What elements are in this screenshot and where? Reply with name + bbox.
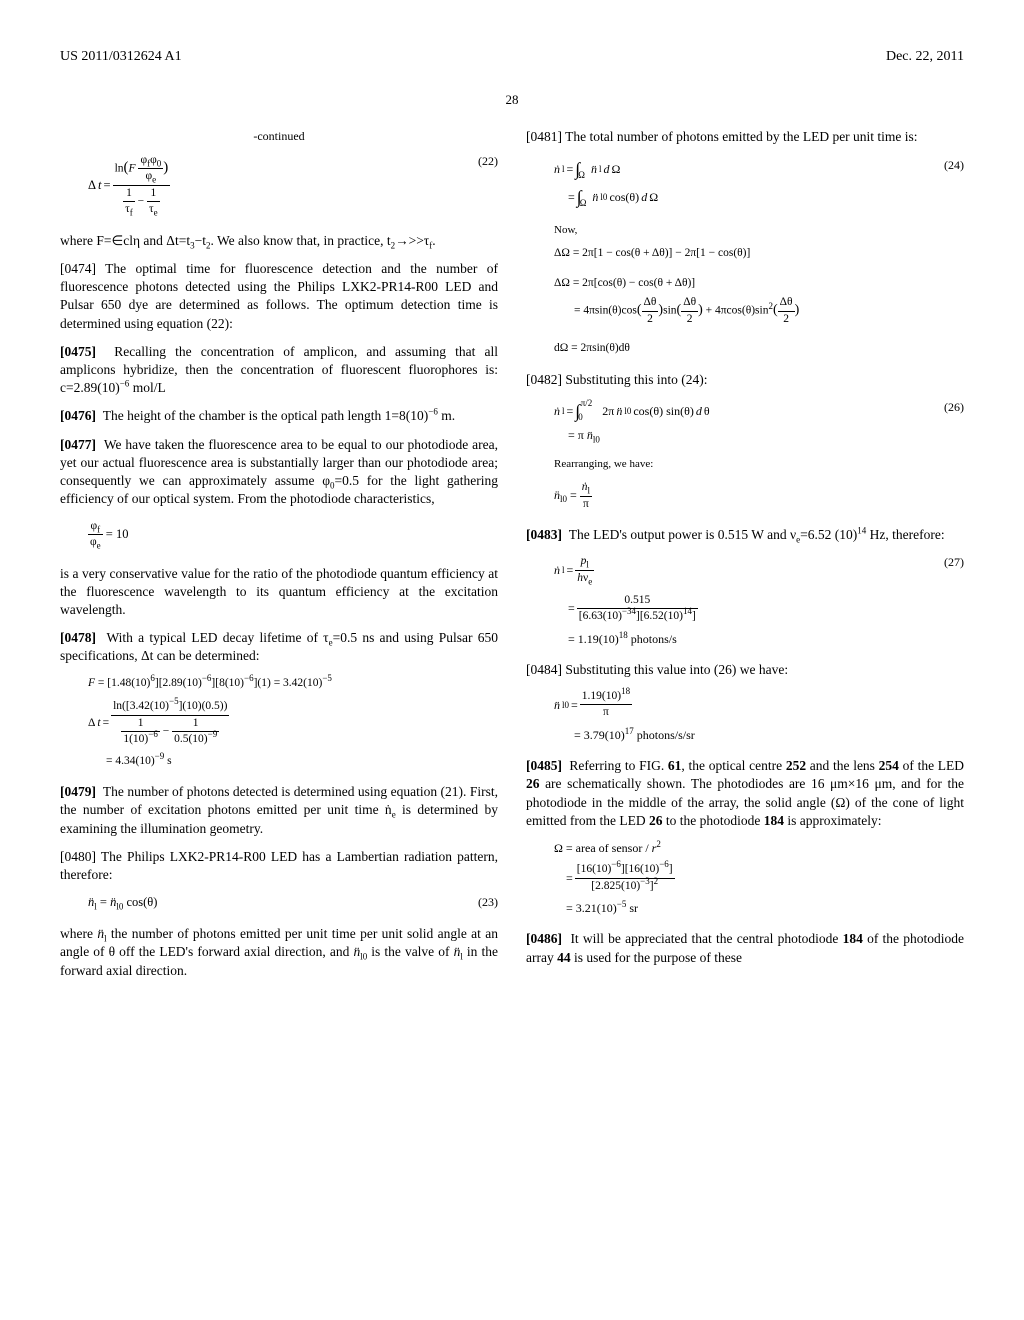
right-column: [0481] The total number of photons emitt… xyxy=(526,128,964,989)
page-number: 28 xyxy=(60,91,964,109)
para-conservative: is a very conservative value for the rat… xyxy=(60,565,498,620)
equation-omega: Ω = area of sensor / r2 = [16(10)−6][16(… xyxy=(554,840,964,916)
equation-subst-26: n̈l0 = 1.19(10)18π = 3.79(10)17 photons/… xyxy=(554,689,964,743)
content-columns: -continued Δt = ln(F φfφ0φe) 1τf − 1τe (… xyxy=(60,128,964,989)
publication-date: Dec. 22, 2011 xyxy=(886,48,964,67)
eq-27-number: (27) xyxy=(944,554,964,570)
eq-26-number: (26) xyxy=(944,399,964,415)
equation-rearranged: n̈l0 = ṅlπ xyxy=(554,480,964,512)
para-0486: [0486] It will be appreciated that the c… xyxy=(526,930,964,966)
equation-23: n̈l = n̈l0 cos(θ) (23) xyxy=(88,894,498,911)
left-column: -continued Δt = ln(F φfφ0φe) 1τf − 1τe (… xyxy=(60,128,498,989)
eq-23-number: (23) xyxy=(478,894,498,910)
para-0475: [0475] Recalling the concentration of am… xyxy=(60,343,498,398)
para-0474: [0474] The optimal time for fluorescence… xyxy=(60,260,498,333)
delta-omega-2: ΔΩ = 2π[cos(θ) − cos(θ + Δθ)] = 4πsin(θ)… xyxy=(554,276,964,328)
continued-label: -continued xyxy=(60,128,498,144)
para-0485: [0485] Referring to FIG. 61, the optical… xyxy=(526,757,964,830)
equation-24: ṅl = ∫Ω n̈l dΩ = ∫Ω n̈l0 cos(θ) dΩ (24) xyxy=(554,157,964,210)
publication-number: US 2011/0312624 A1 xyxy=(60,48,182,67)
para-0484: [0484] Substituting this value into (26)… xyxy=(526,661,964,679)
para-0477: [0477] We have taken the fluorescence ar… xyxy=(60,436,498,509)
para-0481: [0481] The total number of photons emitt… xyxy=(526,128,964,146)
para-0476: [0476] The height of the chamber is the … xyxy=(60,407,498,425)
para-where-f: where F=∈clη and Δt=t3−t2. We also know … xyxy=(60,232,498,250)
eq-22-number: (22) xyxy=(478,153,498,169)
equation-22: Δt = ln(F φfφ0φe) 1τf − 1τe (22) xyxy=(88,153,498,218)
equation-26: ṅl = ∫0π/2 2π n̈l0 cos(θ) sin(θ) dθ = π … xyxy=(554,399,964,443)
para-0478: [0478] With a typical LED decay lifetime… xyxy=(60,629,498,665)
para-where-n: where n̈l the number of photons emitted … xyxy=(60,925,498,980)
para-0480: [0480] The Philips LXK2-PR14-R00 LED has… xyxy=(60,848,498,884)
delta-omega-1: ΔΩ = 2π[1 − cos(θ + Δθ)] − 2π[1 − cos(θ)… xyxy=(554,246,964,262)
page-header: US 2011/0312624 A1 Dec. 22, 2011 xyxy=(60,48,964,67)
para-0483: [0483] The LED's output power is 0.515 W… xyxy=(526,526,964,544)
equation-phi-ratio: φfφe = 10 xyxy=(88,519,498,551)
para-0482: [0482] Substituting this into (24): xyxy=(526,371,964,389)
now-label: Now, xyxy=(554,223,964,238)
para-0479: [0479] The number of photons detected is… xyxy=(60,783,498,838)
d-omega: dΩ = 2πsin(θ)dθ xyxy=(554,341,964,357)
eq-24-number: (24) xyxy=(944,157,964,173)
equation-27: ṅl = plhνe = 0.515[6.63(10)−34][6.52(10)… xyxy=(554,554,964,646)
equation-f-calc: F = [1.48(10)6][2.89(10)−6][8(10)−6](1) … xyxy=(88,676,498,770)
rearranging-label: Rearranging, we have: xyxy=(554,457,964,472)
